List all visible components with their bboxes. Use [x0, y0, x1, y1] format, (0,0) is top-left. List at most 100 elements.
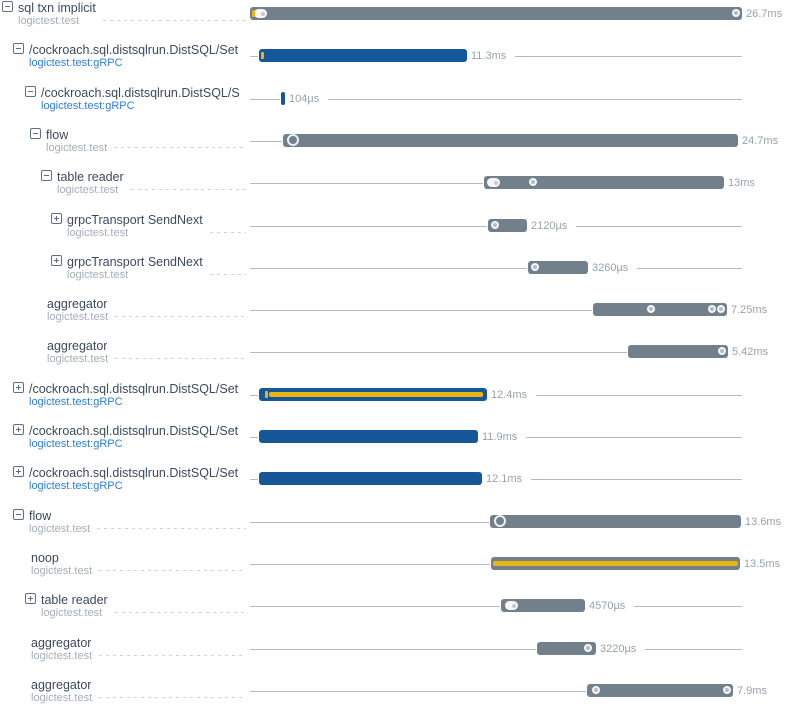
event-marker-dot — [647, 305, 655, 313]
span-bar[interactable] — [259, 388, 487, 401]
span-duration-label: 5.42ms — [732, 346, 769, 358]
span-bar[interactable] — [281, 92, 285, 105]
collapse-icon[interactable] — [2, 1, 13, 12]
timeline-post-gap-line — [328, 99, 742, 100]
span-bar[interactable] — [501, 599, 585, 612]
expand-icon[interactable] — [13, 382, 24, 393]
trace-span-row: /cockroach.sql.distsqlrun.DistSQL/S logi… — [0, 78, 786, 120]
span-duration-label: 26.7ms — [746, 8, 783, 20]
expand-icon[interactable] — [13, 466, 24, 477]
span-source-label: logictest.test — [31, 565, 93, 577]
leader-dashed-line — [210, 274, 246, 275]
trace-span-row: aggregator logictest.test 7.9ms — [0, 670, 786, 712]
trace-span-row: flow logictest.test 13.6ms — [0, 501, 786, 543]
span-duration-label: 7.25ms — [731, 304, 768, 316]
collapse-icon[interactable] — [13, 509, 24, 520]
event-marker-dot — [592, 686, 600, 694]
timeline-post-gap-line — [531, 479, 742, 480]
span-source-label: logictest.test — [29, 523, 91, 535]
timeline-pre-gap-line — [250, 352, 627, 353]
timeline-pre-gap-line — [250, 268, 527, 269]
span-bar[interactable] — [528, 261, 588, 274]
timeline-pre-gap-line — [250, 226, 487, 227]
event-marker-dot — [723, 686, 731, 694]
span-bar[interactable] — [490, 515, 741, 528]
span-duration-label: 3220µs — [600, 643, 637, 655]
span-title: aggregator — [47, 340, 108, 353]
span-title: noop — [31, 552, 59, 565]
span-source-label: logictest.test:gRPC — [29, 438, 123, 450]
span-bar[interactable] — [593, 303, 727, 316]
trace-span-row: grpcTransport SendNext logictest.test 21… — [0, 205, 786, 247]
leader-dashed-line — [103, 20, 246, 21]
leader-dashed-line — [131, 189, 246, 190]
leader-dashed-line — [99, 570, 246, 571]
span-source-label: logictest.test:gRPC — [29, 57, 123, 69]
expand-icon[interactable] — [51, 255, 62, 266]
span-duration-label: 104µs — [289, 93, 320, 105]
trace-span-row: /cockroach.sql.distsqlrun.DistSQL/Set lo… — [0, 458, 786, 500]
span-bar[interactable] — [537, 642, 596, 655]
trace-span-row: grpcTransport SendNext logictest.test 32… — [0, 247, 786, 289]
timeline-post-gap-line — [576, 226, 742, 227]
event-marker-dot — [717, 305, 725, 313]
span-duration-label: 12.1ms — [486, 473, 523, 485]
span-bar[interactable] — [283, 134, 738, 147]
trace-span-row: noop logictest.test 13.5ms — [0, 543, 786, 585]
event-marker-dot — [491, 221, 499, 229]
span-duration-label: 12.4ms — [491, 389, 528, 401]
span-bar[interactable] — [259, 49, 467, 62]
timeline-pre-gap-line — [250, 141, 282, 142]
span-title: /cockroach.sql.distsqlrun.DistSQL/Set — [29, 44, 239, 57]
trace-span-row: table reader logictest.test 4570µs — [0, 585, 786, 627]
span-source-label: logictest.test:gRPC — [41, 100, 135, 112]
expand-icon[interactable] — [51, 213, 62, 224]
span-source-label: logictest.test — [31, 650, 93, 662]
span-bar[interactable] — [259, 430, 478, 443]
span-bar[interactable] — [587, 684, 733, 697]
timeline-post-gap-line — [536, 395, 742, 396]
collapse-icon[interactable] — [25, 86, 36, 97]
timeline-pre-gap-line — [250, 522, 489, 523]
span-duration-label: 13.6ms — [745, 516, 782, 528]
leader-dashed-line — [99, 655, 246, 656]
trace-span-row: /cockroach.sql.distsqlrun.DistSQL/Set lo… — [0, 416, 786, 458]
span-bar[interactable] — [491, 557, 740, 570]
collapse-icon[interactable] — [13, 43, 24, 54]
span-source-label: logictest.test — [67, 227, 129, 239]
span-bar[interactable] — [488, 219, 527, 232]
leader-dashed-line — [99, 697, 246, 698]
span-title: aggregator — [47, 298, 108, 311]
timeline-pre-gap-line — [250, 479, 258, 480]
timeline-post-gap-line — [645, 649, 742, 650]
event-marker-ring — [494, 515, 506, 527]
timeline-pre-gap-line — [250, 395, 258, 396]
event-marker-dot — [732, 9, 740, 17]
event-marker-dot — [708, 305, 716, 313]
trace-span-row: /cockroach.sql.distsqlrun.DistSQL/Set lo… — [0, 374, 786, 416]
expand-icon[interactable] — [13, 424, 24, 435]
span-bar[interactable] — [250, 7, 742, 20]
span-source-label: logictest.test — [41, 607, 103, 619]
timeline-pre-gap-line — [250, 183, 483, 184]
span-bar[interactable] — [259, 472, 482, 485]
span-bar[interactable] — [484, 176, 724, 189]
collapse-icon[interactable] — [41, 170, 52, 181]
event-marker-dot — [529, 178, 537, 186]
span-title: sql txn implicit — [18, 2, 96, 15]
span-title: aggregator — [31, 679, 92, 692]
span-title: grpcTransport SendNext — [67, 256, 203, 269]
span-source-label: logictest.test:gRPC — [29, 396, 123, 408]
timeline-pre-gap-line — [250, 649, 536, 650]
span-bar[interactable] — [628, 345, 728, 358]
expand-icon[interactable] — [25, 593, 36, 604]
log-event-tick — [252, 10, 255, 17]
span-source-label: logictest.test — [47, 353, 109, 365]
trace-span-row: /cockroach.sql.distsqlrun.DistSQL/Set lo… — [0, 35, 786, 77]
timeline-post-gap-line — [515, 56, 742, 57]
collapse-icon[interactable] — [30, 128, 41, 139]
span-title: table reader — [41, 594, 108, 607]
span-duration-label: 7.9ms — [737, 685, 767, 697]
span-source-label: logictest.test — [57, 184, 119, 196]
